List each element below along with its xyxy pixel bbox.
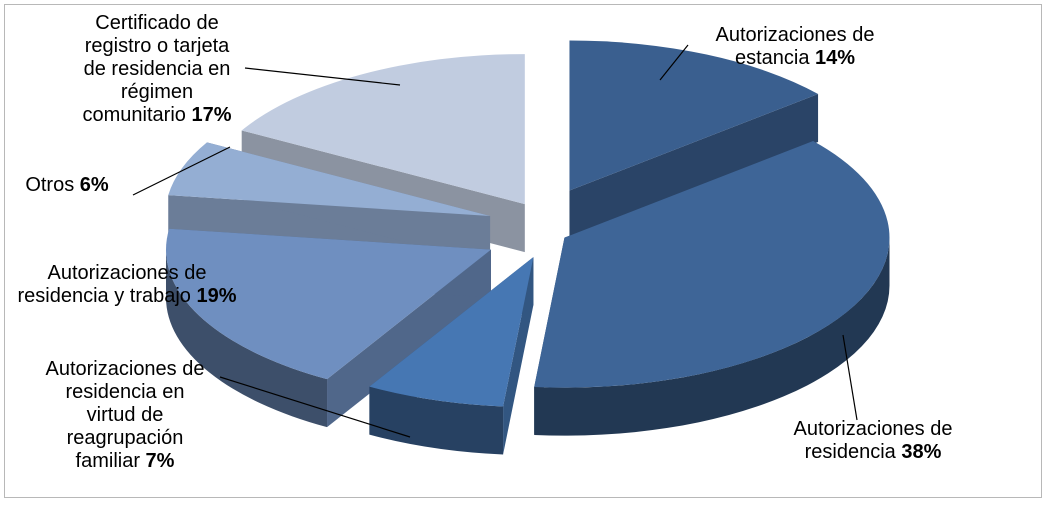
leader-line xyxy=(842,334,858,421)
pie-slice-outer-face xyxy=(165,249,328,428)
slice-label-line: familiar 7% xyxy=(76,450,175,472)
slice-label-line: reagrupación xyxy=(67,427,184,449)
slice-percent-label: 19% xyxy=(196,285,236,307)
slice-percent-label: 6% xyxy=(80,174,109,196)
slice-percent-label: 7% xyxy=(146,450,175,472)
leader-line xyxy=(132,146,231,196)
slice-label-line: Otros 6% xyxy=(25,174,109,196)
slice-label-6: Certificado de registro o tarjeta de resid… xyxy=(83,12,232,126)
slice-label-line: de residencia en xyxy=(84,58,231,80)
slice-label-line: residencia y trabajo 19% xyxy=(17,285,236,307)
slice-label-line: residencia en xyxy=(66,381,185,403)
slice-label-5: Otros 6% xyxy=(25,174,109,196)
pie-slice-outer-face xyxy=(369,386,504,455)
pie-slice-6 xyxy=(241,54,525,205)
slice-label-line: virtud de xyxy=(87,404,164,426)
slice-label-2: Autorizaciones de residencia 38% xyxy=(794,418,953,463)
slice-label-line: Autorizaciones de xyxy=(46,358,205,380)
slice-percent-label: 17% xyxy=(191,104,231,126)
slice-label-line: estancia 14% xyxy=(735,47,855,69)
pie-slice-2 xyxy=(534,141,890,388)
slice-label-1: Autorizaciones de estancia 14% xyxy=(716,24,875,69)
slice-label-line: registro o tarjeta xyxy=(85,35,230,57)
pie-slice-outer-face xyxy=(534,237,890,436)
slice-percent-label: 14% xyxy=(815,47,855,69)
slice-label-line: Autorizaciones de xyxy=(48,262,207,284)
pie-slice-3 xyxy=(369,257,534,407)
pie-slice-1 xyxy=(569,40,819,191)
slice-label-line: residencia 38% xyxy=(805,441,942,463)
slice-percent-label: 38% xyxy=(901,441,941,463)
slice-label-line: comunitario 17% xyxy=(83,104,232,126)
leader-line xyxy=(244,67,401,86)
slice-label-line: Autorizaciones de xyxy=(794,418,953,440)
pie-chart: Autorizaciones de estancia 14%Autorizacio… xyxy=(17,12,953,472)
leader-line xyxy=(219,376,411,438)
chart-frame: Autorizaciones de estancia 14% Autorizacio… xyxy=(4,4,1042,498)
slice-label-3: Autorizaciones de residencia en virtud de r… xyxy=(46,358,205,472)
slice-label-line: Autorizaciones de xyxy=(716,24,875,46)
pie-slice-side-wall xyxy=(569,93,819,239)
pie-slice-4 xyxy=(165,228,491,380)
slice-label-line: régimen xyxy=(121,81,193,103)
slice-label-4: Autorizaciones de residencia y trabajo 19… xyxy=(17,262,236,307)
slice-label-line: Certificado de xyxy=(95,12,218,34)
pie-slice-5 xyxy=(168,142,491,217)
leader-line xyxy=(659,44,689,81)
